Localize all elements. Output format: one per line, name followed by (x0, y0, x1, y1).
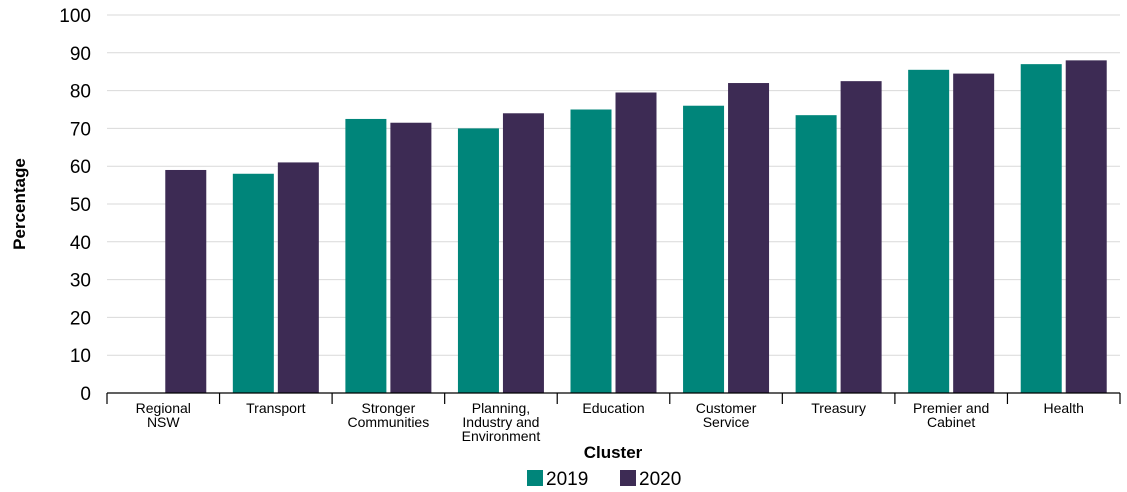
x-axis (106, 392, 1121, 404)
x-category-label: Planning, Industry and Environment (462, 400, 541, 444)
y-tick-label: 10 (70, 346, 91, 367)
bar-2019-8 (1020, 64, 1062, 393)
bar-2020-5 (728, 83, 770, 393)
x-category-label: Premier and Cabinet (913, 400, 989, 430)
legend-label-2019: 2019 (546, 469, 588, 490)
bar-2019-6 (795, 115, 837, 394)
x-category-label: Regional NSW (136, 400, 191, 430)
bar-2019-4 (570, 109, 612, 393)
x-axis-title: Cluster (584, 443, 643, 462)
bar-2019-2 (345, 118, 387, 393)
x-category-label: Stronger Communities (348, 400, 430, 430)
bar-2020-2 (390, 122, 432, 393)
bar-2020-6 (840, 81, 882, 394)
bar-2020-4 (615, 92, 657, 394)
bar-2020-3 (502, 113, 544, 393)
bar-2020-7 (953, 73, 995, 393)
x-category-label: Health (1043, 400, 1083, 416)
bar-2020-1 (277, 162, 319, 393)
y-tick-label: 80 (70, 82, 91, 103)
y-tick-label: 40 (70, 233, 91, 254)
legend-swatch-2019 (527, 470, 543, 486)
y-axis-title: Percentage (10, 158, 29, 250)
y-tick-label: 30 (70, 271, 91, 292)
bar-2019-3 (457, 128, 499, 393)
y-tick-label: 100 (59, 6, 91, 27)
bar-2020-0 (165, 169, 207, 393)
legend-swatch-2020 (620, 470, 636, 486)
legend: 2019 2020 (527, 469, 681, 490)
x-category-label: Customer Service (696, 400, 757, 430)
x-category-label: Education (582, 400, 644, 416)
y-tick-label: 70 (70, 119, 91, 140)
y-tick-label: 20 (70, 308, 91, 329)
y-tick-label: 50 (70, 195, 91, 216)
y-axis-ticks: 0 10 20 30 40 50 60 70 80 90 100 (59, 6, 91, 405)
bar-2019-1 (232, 173, 274, 393)
y-tick-label: 0 (80, 384, 91, 405)
legend-label-2020: 2020 (639, 469, 681, 490)
x-axis-categories: Regional NSW Transport Stronger Communities P… (136, 400, 1084, 444)
bars (165, 60, 1107, 394)
bar-2019-5 (683, 105, 725, 393)
gridlines (107, 14, 1120, 356)
x-category-label: Treasury (811, 400, 866, 416)
y-tick-label: 60 (70, 157, 91, 178)
bar-2019-7 (908, 69, 950, 393)
bar-2020-8 (1065, 60, 1107, 394)
x-category-label: Transport (246, 400, 306, 416)
y-tick-label: 90 (70, 44, 91, 65)
